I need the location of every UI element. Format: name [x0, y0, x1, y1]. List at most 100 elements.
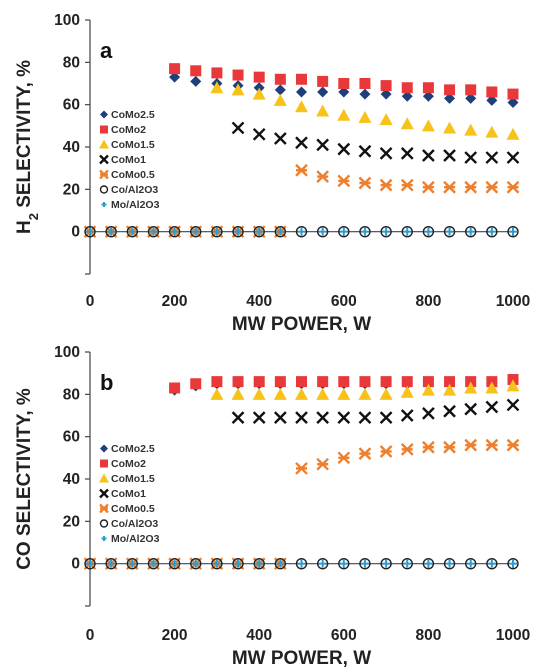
legend-label-como2: CoMo2 [111, 458, 146, 470]
data-point [380, 80, 392, 92]
data-point [401, 376, 413, 388]
legend-label-co-al2o3: Co/Al2O3 [111, 518, 158, 530]
data-point [465, 84, 477, 96]
legend-marker-como1-5 [99, 473, 109, 483]
data-point [486, 225, 498, 238]
data-point [485, 438, 499, 452]
data-point [255, 559, 264, 568]
legend-marker-mo-al2o3 [101, 536, 107, 541]
data-point [212, 227, 221, 236]
data-point [273, 93, 287, 106]
data-point [422, 149, 435, 162]
data-point [401, 82, 413, 94]
data-point [337, 451, 351, 465]
data-point [464, 402, 478, 416]
data-point [465, 557, 477, 570]
data-point [358, 144, 372, 158]
data-point [317, 75, 329, 87]
data-point [359, 376, 371, 388]
data-point [380, 557, 392, 570]
data-point [316, 557, 329, 570]
data-point [507, 557, 519, 570]
data-point [380, 88, 392, 100]
y-tick-label: 0 [71, 556, 80, 573]
data-point [316, 170, 329, 183]
legend-marker-como0-5 [99, 503, 109, 514]
data-point [232, 376, 244, 388]
data-point [338, 78, 350, 89]
data-point [86, 227, 94, 236]
data-point [464, 151, 478, 164]
legend-label-como0-5: CoMo0.5 [111, 503, 155, 515]
data-point [316, 104, 330, 117]
data-point [464, 438, 478, 452]
data-point [422, 180, 435, 194]
data-point [401, 557, 413, 570]
data-point [276, 559, 285, 568]
data-point [359, 78, 371, 89]
data-point [297, 559, 306, 568]
data-point [84, 557, 96, 570]
data-point [485, 381, 499, 394]
data-point [443, 225, 456, 238]
data-point [422, 376, 434, 388]
data-point [274, 84, 286, 96]
data-point [191, 559, 200, 568]
data-point [400, 385, 414, 398]
x-tick-label: 0 [86, 627, 95, 644]
data-point [147, 557, 160, 570]
legend-label-como2-5: CoMo2.5 [111, 443, 155, 455]
legend-label-como0-5: CoMo0.5 [111, 169, 155, 181]
legend-marker-co-al2o3 [99, 519, 109, 528]
data-point [231, 121, 245, 135]
data-point [274, 73, 286, 85]
data-point [296, 376, 307, 388]
data-point [273, 387, 287, 400]
data-point [485, 125, 499, 138]
data-point [506, 180, 520, 194]
data-point [464, 180, 478, 194]
data-point [465, 92, 477, 104]
legend: CoMo2.5 CoMo2 CoMo1.5 CoMo1 CoMo0.5 Co/Al2O3 M… [99, 109, 160, 211]
data-point [509, 559, 517, 568]
data-point [147, 225, 160, 238]
data-point [360, 227, 369, 236]
data-point [211, 557, 223, 570]
y-axis-label-main: CO SELECTIVITY, % [14, 388, 35, 570]
data-point [443, 149, 456, 162]
data-point [485, 151, 499, 164]
legend-label-como1-5: CoMo1.5 [111, 139, 155, 151]
data-point [506, 379, 520, 392]
data-point [401, 90, 413, 102]
data-point [274, 411, 287, 424]
data-point [232, 557, 244, 570]
legend-label-mo-al2o3: Mo/Al2O3 [111, 533, 160, 545]
data-point [486, 557, 498, 570]
data-point [379, 387, 393, 400]
data-point [339, 559, 348, 568]
data-point [400, 178, 414, 192]
data-point [443, 121, 457, 134]
y-tick-label: 40 [63, 471, 80, 488]
data-point [231, 411, 245, 424]
data-point [295, 462, 308, 475]
data-point [379, 178, 393, 192]
data-point [295, 136, 308, 150]
data-point [295, 411, 308, 424]
data-point [86, 559, 94, 568]
x-tick-label: 800 [415, 627, 441, 644]
series-co-al2o3 [84, 225, 519, 238]
data-point [444, 84, 456, 96]
data-point [232, 225, 244, 238]
data-point [168, 557, 181, 570]
data-point [339, 227, 348, 236]
data-point [466, 559, 475, 568]
legend-marker-co-al2o3 [99, 185, 109, 194]
series-mo-al2o3 [86, 227, 517, 236]
data-point [316, 411, 329, 424]
data-point [253, 225, 265, 238]
data-point [107, 559, 116, 568]
data-point [210, 387, 224, 400]
